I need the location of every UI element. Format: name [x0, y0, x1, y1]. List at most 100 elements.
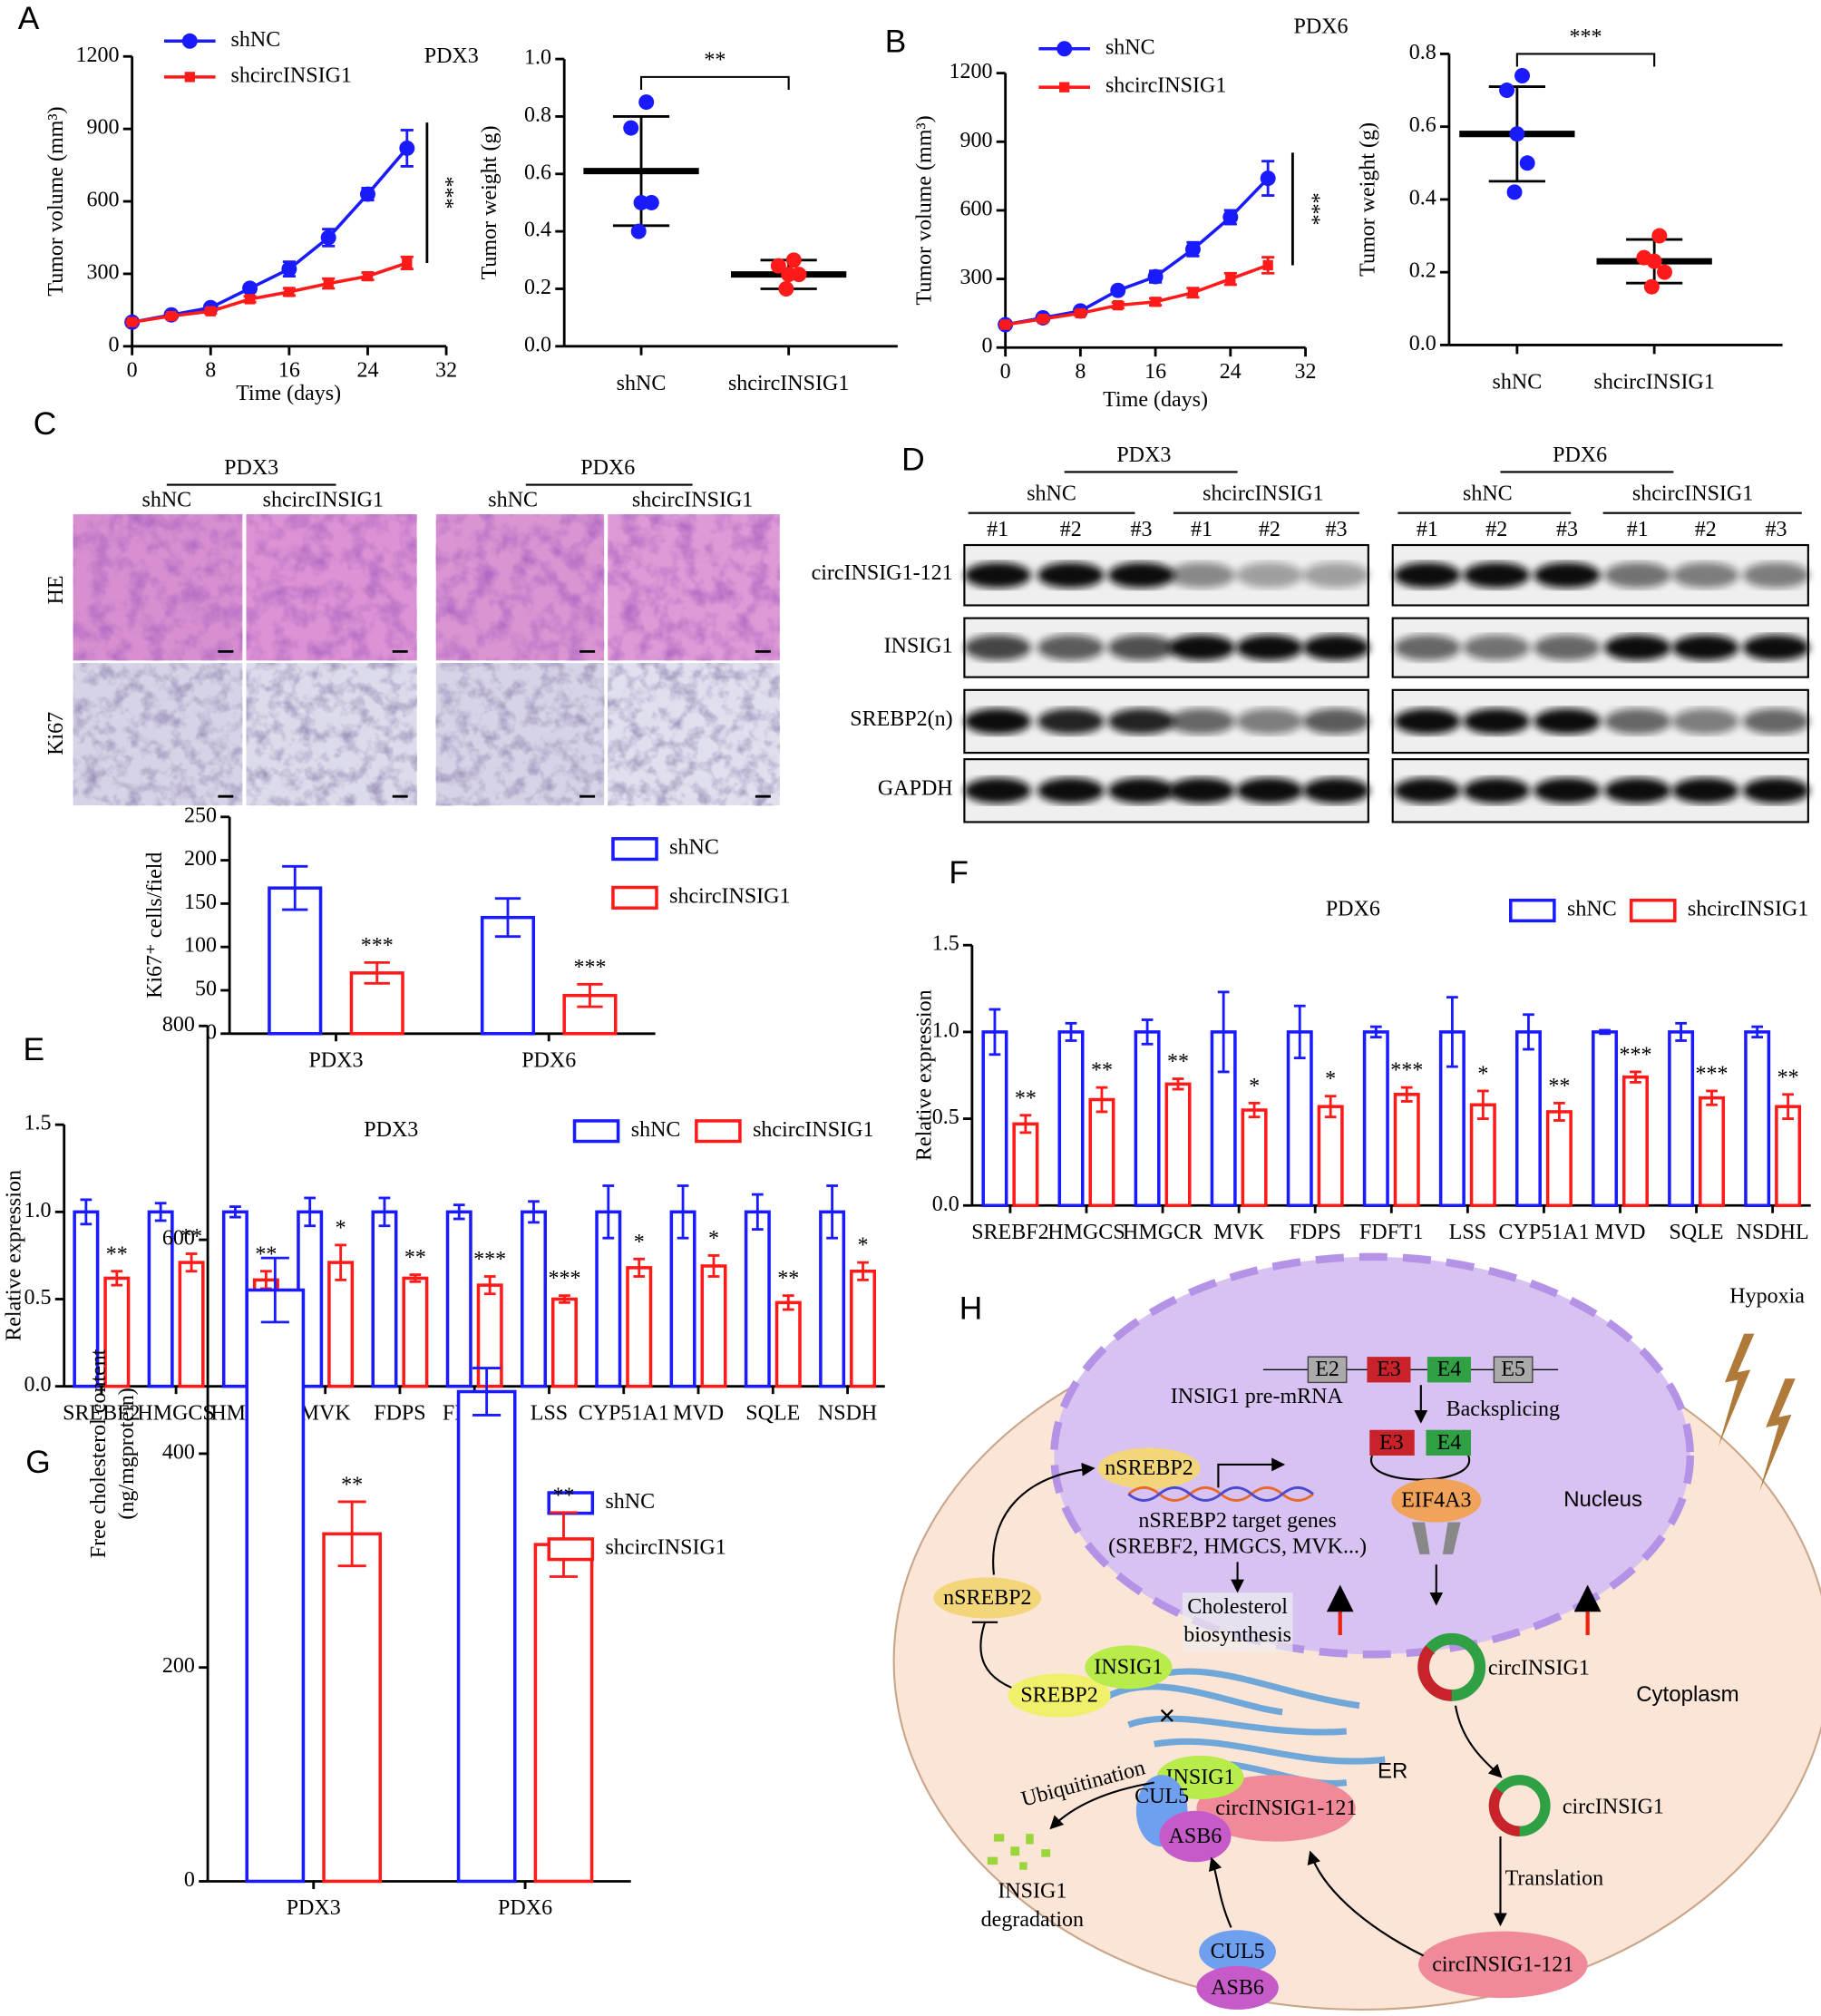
x-axis-label: Time (days) — [236, 382, 341, 405]
dna — [1127, 1485, 1314, 1502]
blot-band — [1742, 562, 1810, 589]
legend-label: shNC — [1105, 35, 1155, 59]
point — [166, 310, 177, 322]
x-tick-label: shcircINSIG1 — [728, 372, 849, 395]
bar — [1362, 1030, 1389, 1208]
x-tick-label: CYP51A1 — [1498, 1221, 1589, 1244]
point — [1150, 297, 1161, 307]
x-tick-label: 16 — [1144, 360, 1166, 384]
protein — [1196, 1965, 1279, 2010]
significance: ** — [341, 1473, 363, 1496]
chart-title: PDX6 — [1293, 15, 1348, 39]
blot-band — [1742, 635, 1810, 661]
y-tick-label: 0 — [184, 1868, 195, 1892]
legend-label: shNC — [1567, 898, 1617, 921]
exon-label: E3 — [1377, 1358, 1401, 1381]
y-tick-label: 800 — [162, 1013, 195, 1037]
y-tick-label: 150 — [184, 891, 217, 914]
legend-swatch — [1629, 898, 1677, 923]
ki67-texture — [608, 663, 780, 806]
x-tick-label: HMGCS — [137, 1401, 214, 1425]
blot-band — [1604, 708, 1671, 735]
column-label: shNC — [141, 488, 191, 511]
significance: ** — [180, 1225, 202, 1249]
significance: * — [1325, 1067, 1336, 1091]
x-tick-label: PDX6 — [521, 1048, 576, 1072]
blot-band — [1236, 777, 1303, 803]
blot-band — [1302, 562, 1370, 589]
annotation: *** — [1569, 25, 1602, 49]
label: SREBP2 — [1020, 1683, 1097, 1707]
blot-band — [1742, 708, 1810, 735]
point — [1037, 314, 1048, 325]
legend-label: shcircINSIG1 — [231, 63, 352, 87]
he-texture — [608, 514, 780, 661]
lane-label: #1 — [1191, 518, 1212, 541]
point — [1506, 184, 1523, 200]
point — [623, 120, 639, 136]
blot-band — [1394, 562, 1461, 589]
y-tick-label: 1.0 — [524, 46, 551, 70]
blot-band — [1534, 708, 1601, 735]
row-label: Ki67 — [44, 712, 68, 755]
ki67-texture — [246, 663, 417, 806]
significance: ** — [404, 1246, 426, 1270]
bar — [1393, 1093, 1420, 1208]
panel-label: D — [901, 442, 925, 477]
point — [1514, 68, 1531, 83]
bar — [1438, 1030, 1466, 1208]
x-tick-label: 0 — [127, 359, 138, 383]
bar — [850, 1269, 877, 1388]
bar — [1668, 1030, 1695, 1208]
y-tick-label: 600 — [86, 189, 119, 212]
blot-band — [1302, 708, 1370, 735]
legend-label: shcircINSIG1 — [753, 1118, 873, 1142]
circrna — [1488, 1787, 1521, 1836]
blot-band — [1168, 708, 1235, 735]
exon — [1426, 1429, 1471, 1456]
compartment-label: Cytoplasm — [1636, 1682, 1738, 1707]
bar — [626, 1266, 653, 1388]
y-tick-label: 0.0 — [524, 333, 551, 356]
scale-bars — [218, 649, 771, 798]
shape — [1411, 1522, 1430, 1554]
blot-band — [964, 708, 1031, 735]
lane-label: #3 — [1131, 518, 1153, 541]
blot-band — [1671, 708, 1739, 735]
label: circINSIG1 — [1563, 1795, 1664, 1818]
x-tick-label: 32 — [1295, 360, 1317, 384]
shape — [1442, 1522, 1461, 1554]
bar — [774, 1300, 802, 1388]
x-tick-label: MVD — [1594, 1221, 1645, 1244]
condition-label: shcircINSIG1 — [1203, 482, 1323, 505]
x-tick-label: 8 — [205, 359, 216, 383]
fragments — [987, 1834, 1051, 1870]
significance: *** — [573, 956, 606, 979]
y-tick-label: 1.5 — [932, 932, 959, 956]
column-label: shcircINSIG1 — [263, 488, 384, 511]
x-tick-label: 24 — [356, 359, 378, 383]
point — [1187, 287, 1199, 298]
blot-band — [1463, 635, 1531, 661]
legend-label: shcircINSIG1 — [1688, 898, 1808, 921]
x-tick-label: shcircINSIG1 — [1593, 370, 1714, 394]
blot-band — [1302, 635, 1370, 661]
blot-band — [1463, 562, 1531, 589]
group-label: PDX6 — [1553, 443, 1607, 467]
chart-title: PDX6 — [1326, 898, 1380, 921]
group-label: PDX3 — [224, 456, 278, 480]
protein — [1085, 1645, 1173, 1690]
bar — [550, 1297, 578, 1388]
point — [791, 267, 807, 283]
x-tick-label: LSS — [1449, 1221, 1486, 1244]
significance: * — [336, 1216, 346, 1240]
legend-swatch — [611, 837, 658, 862]
bar — [1317, 1105, 1344, 1208]
arrow — [1209, 1856, 1232, 1928]
bar — [981, 1030, 1008, 1208]
legend-swatch — [572, 1119, 620, 1144]
lane-label: #2 — [1485, 518, 1507, 541]
y-tick-label: 1.0 — [24, 1199, 52, 1222]
blot-row-label: INSIG1 — [884, 635, 953, 658]
protein — [1196, 1775, 1356, 1842]
